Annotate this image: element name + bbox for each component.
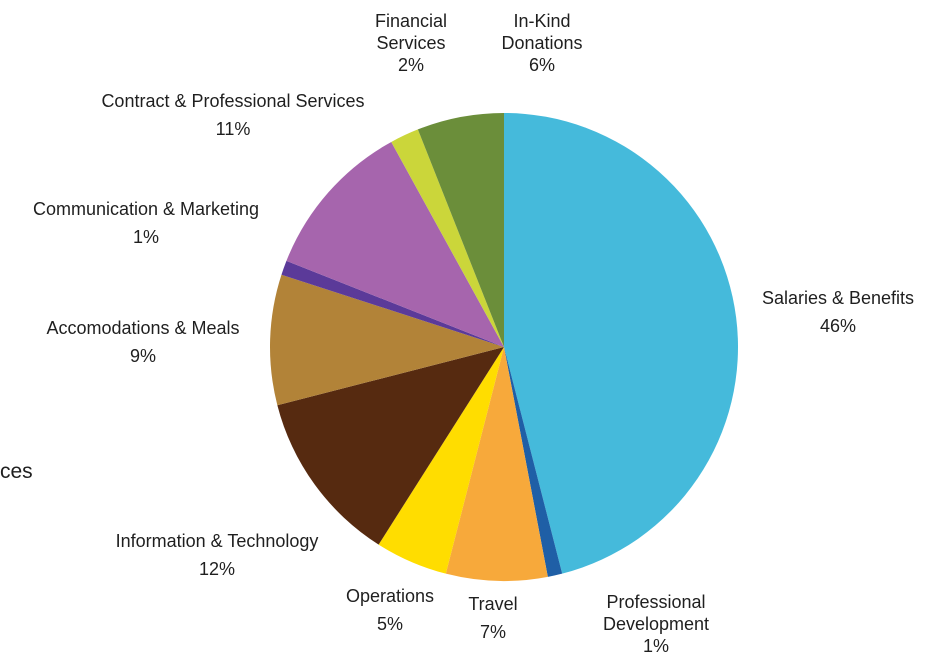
slice-label-accomodations-meals: Accomodations & Meals <box>46 318 239 338</box>
slice-label-line: Contract & Professional Services <box>101 91 364 111</box>
slice-percent-information-technology: 12% <box>199 559 235 579</box>
slice-percent-financial-services: 2% <box>398 55 424 75</box>
pie-labels: Salaries & Benefits 46% Professional Develo… <box>33 11 914 656</box>
slice-label-line: In-Kind <box>513 11 570 31</box>
slice-label-line: Communication & Marketing <box>33 199 259 219</box>
slice-label-line: Salaries & Benefits <box>762 288 914 308</box>
slice-label-financial-services: Financial Services <box>375 11 447 53</box>
slice-percent-in-kind-donations: 6% <box>529 55 555 75</box>
pie-slice-in-kind-donations <box>417 113 504 347</box>
pie-slice-travel <box>445 347 548 581</box>
pie-slice-salaries-benefits <box>504 113 739 574</box>
slice-label-line: Donations <box>501 33 582 53</box>
slice-label-line: Services <box>376 33 445 53</box>
pie-slice-information-technology <box>277 347 504 545</box>
pie-slice-accomodations-meals <box>270 274 504 406</box>
slice-percent-salaries-benefits: 46% <box>820 316 856 336</box>
slice-label-line: Operations <box>346 586 434 606</box>
slice-label-communication-marketing: Communication & Marketing <box>33 199 259 219</box>
slice-percent-accomodations-meals: 9% <box>130 346 156 366</box>
pie-slice-professional-development <box>504 347 563 577</box>
slice-label-line: Development <box>603 614 709 634</box>
slice-label-line: Information & Technology <box>116 531 319 551</box>
slice-percent-operations: 5% <box>377 614 403 634</box>
slice-label-line: Financial <box>375 11 447 31</box>
slice-percent-contract-professional-services: 11% <box>216 119 251 139</box>
slice-label-line: Professional <box>606 592 705 612</box>
slice-percent-travel: 7% <box>480 622 506 642</box>
slice-label-in-kind-donations: In-Kind Donations <box>501 11 582 53</box>
pie-slice-contract-professional-services <box>286 141 504 347</box>
pie-slice-financial-services <box>391 129 504 347</box>
slice-label-line: Travel <box>468 594 517 614</box>
slice-label-professional-development: Professional Development <box>603 592 709 634</box>
slice-label-salaries-benefits: Salaries & Benefits <box>762 288 914 308</box>
slice-label-travel: Travel <box>468 594 517 614</box>
slice-label-information-technology: Information & Technology <box>116 531 319 551</box>
pie-slice-operations <box>378 347 504 574</box>
slice-label-contract-professional-services: Contract & Professional Services <box>101 91 364 111</box>
clipped-label-fragment: ces <box>0 460 33 483</box>
slice-label-line: Accomodations & Meals <box>46 318 239 338</box>
pie-slices <box>270 113 739 581</box>
pie-slice-communication-marketing <box>281 260 504 347</box>
slice-label-operations: Operations <box>346 586 434 606</box>
slice-percent-communication-marketing: 1% <box>133 227 159 247</box>
slice-percent-professional-development: 1% <box>643 636 669 656</box>
